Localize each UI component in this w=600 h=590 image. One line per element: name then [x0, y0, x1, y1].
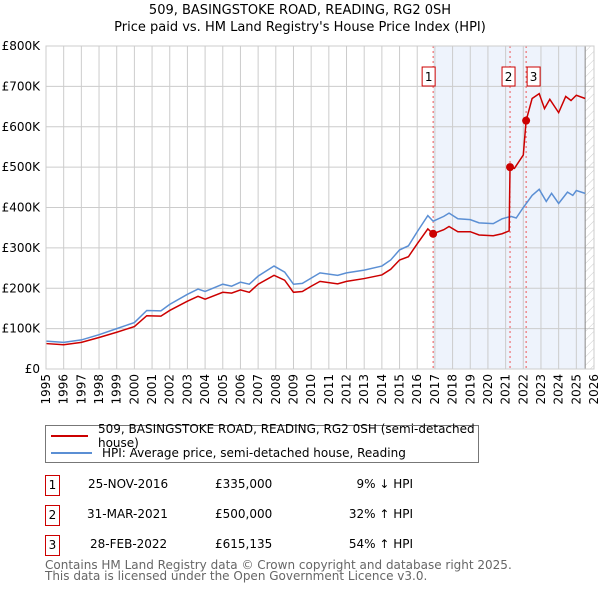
date: 25-NOV-2016 [88, 477, 169, 491]
y-tick-label: £800K [2, 39, 42, 53]
x-tick-label: 2001 [145, 374, 159, 405]
legend-swatch-red [51, 435, 88, 437]
x-tick-label: 2018 [446, 374, 460, 405]
sale-badge-label: 1 [425, 70, 433, 84]
y-tick-label: £400K [2, 201, 42, 215]
x-tick-label: 2020 [481, 374, 495, 405]
sale-badge [526, 66, 541, 87]
x-tick-label: 1996 [57, 374, 71, 405]
footer-licence: This data is licensed under the Open Gov… [45, 569, 428, 583]
transaction-row: 2 31-MAR-2021 £500,000 32% ↑ HPI [45, 505, 445, 526]
x-tick-label: 2024 [552, 374, 566, 405]
price: £335,000 [215, 477, 273, 491]
y-tick-label: £0 [25, 362, 40, 376]
marker-badge: 1 [45, 475, 60, 496]
x-tick-label: 2026 [587, 374, 600, 405]
y-tick-label: £200K [2, 281, 42, 295]
legend-label: HPI: Average price, semi-detached house,… [102, 446, 406, 460]
x-tick-label: 2015 [393, 374, 407, 405]
price: £500,000 [215, 507, 273, 521]
x-tick-label: 1995 [39, 374, 53, 405]
sale-badge [501, 66, 516, 87]
x-tick-label: 2006 [233, 374, 247, 405]
chart-subtitle: Price paid vs. HM Land Registry's House … [114, 20, 486, 35]
x-tick-label: 2011 [322, 374, 336, 405]
x-tick-label: 2004 [198, 374, 212, 405]
x-tick-label: 2012 [340, 374, 354, 405]
x-tick-label: 2005 [216, 374, 230, 405]
x-tick-label: 2022 [516, 374, 530, 405]
x-tick-label: 1999 [110, 374, 124, 405]
date: 28-FEB-2022 [90, 537, 168, 551]
x-tick-label: 2002 [163, 374, 177, 405]
legend: 509, BASINGSTOKE ROAD, READING, RG2 0SH … [45, 422, 479, 463]
hpi-diff: 54% ↑ HPI [348, 537, 413, 551]
x-tick-label: 2017 [428, 374, 442, 405]
legend-item-hpi: HPI: Average price, semi-detached house,… [51, 445, 406, 461]
legend-swatch-blue [51, 452, 92, 454]
sale-point [506, 163, 515, 172]
y-tick-label: £500K [2, 160, 42, 174]
legend-label: 509, BASINGSTOKE ROAD, READING, RG2 0SH … [97, 422, 475, 450]
x-tick-label: 2013 [357, 374, 371, 405]
marker-badge: 3 [45, 535, 60, 556]
hpi-diff: 32% ↑ HPI [348, 507, 413, 521]
y-tick-label: £600K [2, 120, 42, 134]
x-tick-label: 2023 [534, 374, 548, 405]
sale-badge-label: 3 [530, 70, 538, 84]
plot-frame [45, 45, 595, 370]
hpi-diff: 9% ↓ HPI [356, 477, 413, 491]
x-tick-label: 2008 [269, 374, 283, 405]
sale-point [522, 116, 531, 125]
x-tick-label: 2000 [127, 374, 141, 405]
transaction-row: 1 25-NOV-2016 £335,000 9% ↓ HPI [45, 475, 445, 496]
price: £615,135 [215, 537, 273, 551]
x-tick-label: 1997 [74, 374, 88, 405]
y-tick-label: £700K [2, 79, 42, 93]
chart-title: 509, BASINGSTOKE ROAD, READING, RG2 0SH [148, 3, 452, 18]
series-line [45, 188, 586, 344]
x-tick-label: 1998 [92, 374, 106, 405]
x-tick-label: 2019 [463, 374, 477, 405]
price-chart: 1995 1996 1997 1998 1999 2000 2001 2002 2003 2004… [2, 39, 600, 405]
x-tick-label: 2010 [304, 374, 318, 405]
y-tick-label: £300K [2, 241, 42, 255]
x-tick-label: 2025 [569, 374, 583, 405]
x-tick-label: 2009 [286, 374, 300, 405]
transaction-row: 3 28-FEB-2022 £615,135 54% ↑ HPI [45, 535, 445, 556]
x-tick-label: 2021 [499, 374, 513, 405]
x-tick-label: 2007 [251, 374, 265, 405]
legend-item-property: 509, BASINGSTOKE ROAD, READING, RG2 0SH … [51, 422, 478, 450]
date: 31-MAR-2021 [87, 507, 168, 521]
sale-badge-label: 2 [505, 70, 513, 84]
footer-copyright: Contains HM Land Registry data © Crown c… [45, 558, 512, 572]
x-tick-label: 2016 [410, 374, 424, 405]
x-tick-label: 2014 [375, 374, 389, 405]
sale-point [429, 229, 438, 238]
y-tick-label: £100K [2, 322, 42, 336]
marker-badge: 2 [45, 505, 60, 526]
x-tick-label: 2003 [180, 374, 194, 405]
sale-badge [421, 66, 436, 87]
